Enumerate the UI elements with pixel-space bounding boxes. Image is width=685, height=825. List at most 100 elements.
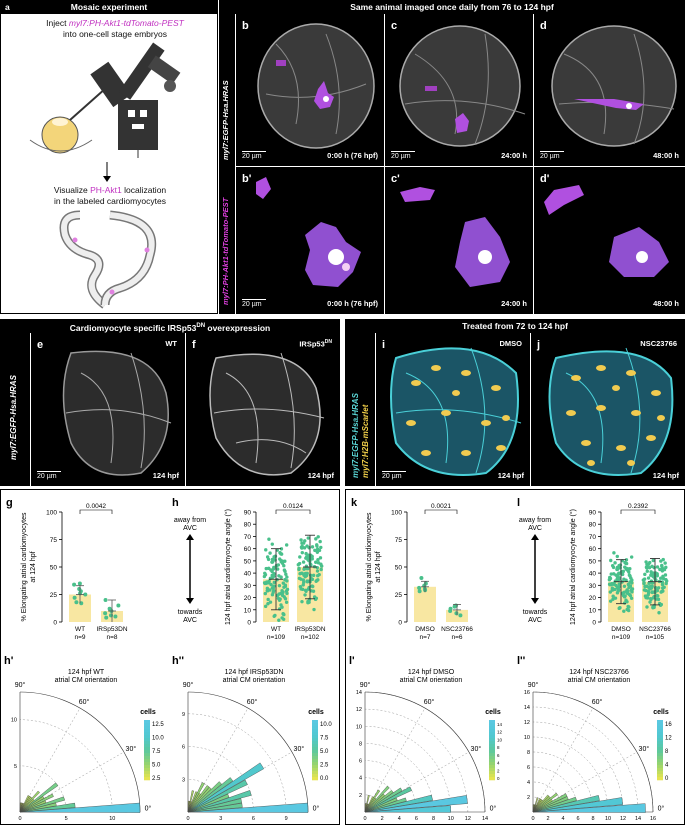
data-point — [312, 607, 316, 612]
axis-annotation: away from — [519, 517, 551, 524]
image-f: f IRSp53DN 124 hpf — [186, 333, 340, 486]
p-value: 0.0042 — [86, 503, 106, 510]
data-point — [622, 609, 626, 613]
data-point — [647, 581, 651, 585]
data-point — [419, 576, 424, 580]
y-tick-label: 100 — [391, 510, 402, 517]
y-tick-label: 0 — [53, 620, 57, 627]
data-point — [612, 572, 616, 576]
image-d: d 48:00 h 20 µm — [534, 14, 685, 166]
polar-gridline — [364, 726, 451, 813]
polar-bar — [364, 805, 451, 813]
cell-micrograph — [256, 177, 361, 287]
polar-bar — [187, 786, 212, 813]
r-tick-label: 4 — [527, 780, 530, 786]
heart-micrograph — [209, 352, 325, 476]
polar-outline — [364, 691, 486, 813]
significance-bracket — [424, 509, 458, 514]
ef-side-label: myl7:EGFP-Hsa.HRAS — [9, 375, 18, 460]
data-point — [610, 582, 614, 586]
data-point — [272, 580, 277, 585]
data-point — [663, 573, 668, 577]
scale-bar: 20 µm — [382, 471, 406, 480]
colorbar-segment — [312, 768, 318, 772]
polar-gridline — [19, 765, 67, 813]
data-point — [648, 600, 652, 604]
time-label: 48:00 h — [653, 299, 679, 308]
data-point — [617, 584, 621, 589]
n-label: n=102 — [301, 634, 320, 641]
r-tick-label: 12 — [620, 816, 626, 822]
data-point — [281, 581, 286, 585]
colorbar-tick-label: 12 — [665, 736, 672, 742]
data-point — [611, 594, 615, 598]
r-tick-label: 8 — [359, 741, 362, 747]
data-point — [300, 599, 304, 604]
data-point — [645, 566, 649, 570]
colorbar-segment — [657, 723, 663, 727]
colorbar-title: cells — [308, 709, 324, 716]
polar-outline — [187, 691, 309, 813]
r-tick-label: 10 — [524, 735, 530, 741]
polar-title: atrial CM orientation — [400, 677, 463, 684]
r-tick-label: 6 — [527, 765, 530, 771]
y-tick-label: 60 — [244, 546, 252, 553]
p-value: 0.0021 — [431, 503, 451, 510]
colorbar-segment — [144, 732, 150, 736]
data-point — [283, 577, 287, 582]
angle-label: 30° — [294, 745, 305, 753]
r-tick-label: 0 — [363, 816, 366, 822]
data-point — [283, 584, 288, 589]
polar-bar — [364, 789, 381, 813]
colorbar-tick-label: 0 — [497, 776, 500, 781]
data-point — [649, 586, 654, 590]
angle-label: 90° — [15, 681, 26, 689]
polar-bar — [364, 790, 394, 813]
colorbar-segment — [312, 723, 318, 727]
data-point — [315, 543, 319, 547]
condition-label: IRSp53DN — [299, 339, 332, 349]
r-tick-label: 5 — [65, 816, 68, 822]
data-point — [452, 604, 457, 609]
angle-label: 60° — [592, 698, 603, 706]
scale-bar: 20 µm — [242, 151, 266, 160]
data-point — [648, 560, 652, 565]
data-point — [624, 561, 629, 566]
panel-letter: l — [517, 497, 520, 509]
colorbar-tick-label: 14 — [497, 722, 503, 727]
data-point — [272, 567, 276, 571]
data-point — [659, 590, 663, 594]
colorbar-segment — [657, 771, 663, 775]
colorbar-segment — [312, 777, 318, 781]
data-point — [262, 574, 267, 579]
n-label: n=109 — [612, 634, 631, 641]
y-tick-label: 70 — [589, 534, 597, 541]
colorbar-segment — [657, 732, 663, 736]
x-tick-label: NSC23766 — [441, 626, 473, 633]
polar-bar — [187, 790, 195, 813]
colorbar-segment — [144, 750, 150, 754]
data-point — [308, 573, 313, 577]
data-point — [629, 588, 634, 592]
data-point — [629, 596, 634, 600]
r-tick-label: 4 — [398, 816, 401, 822]
top-right-header: Same animal imaged once daily from 76 to… — [219, 0, 685, 14]
r-tick-label: 8 — [591, 816, 594, 822]
colorbar-segment — [657, 720, 663, 724]
polar-bar — [187, 790, 252, 813]
construct-name: myl7:PH-Akt1-tdTomato-PEST — [68, 18, 184, 28]
colorbar-segment — [144, 762, 150, 766]
data-point — [277, 574, 281, 578]
image-letter: i — [382, 339, 386, 351]
n-label: n=7 — [419, 634, 430, 641]
r-tick-label: 2 — [527, 795, 530, 801]
arrow-head-down-icon — [186, 598, 194, 604]
data-point — [417, 589, 422, 594]
polar-bar — [19, 802, 22, 813]
r-tick-label: 10 — [448, 816, 454, 822]
polar-bar — [532, 798, 541, 813]
data-point — [656, 586, 661, 590]
r-tick-label: 12 — [524, 720, 530, 726]
y-tick-label: 30 — [244, 583, 252, 590]
